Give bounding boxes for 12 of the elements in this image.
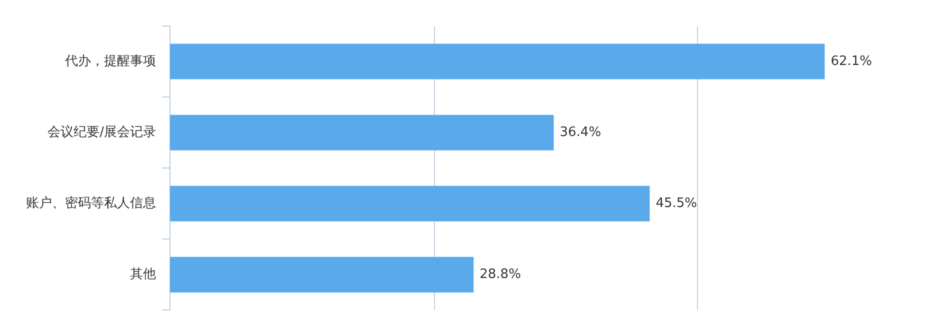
y-tick-label: 账户、密码等私人信息 [26,196,156,211]
bar [170,256,474,292]
y-tick-label: 会议纪要/展会记录 [48,124,156,140]
bar [170,114,554,150]
y-tick-label: 代办，提醒事项 [64,54,156,69]
bar [170,186,650,222]
data-label: 62.1% [830,54,872,69]
data-label: 45.5% [656,196,698,211]
y-tick-label: 其他 [130,267,156,282]
data-label: 36.4% [560,124,602,140]
data-label: 28.8% [480,267,521,282]
bar [170,44,825,80]
